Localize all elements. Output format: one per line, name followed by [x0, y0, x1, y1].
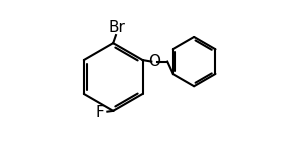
Text: F: F [96, 105, 105, 120]
Text: Br: Br [109, 20, 126, 35]
Text: O: O [148, 54, 160, 69]
